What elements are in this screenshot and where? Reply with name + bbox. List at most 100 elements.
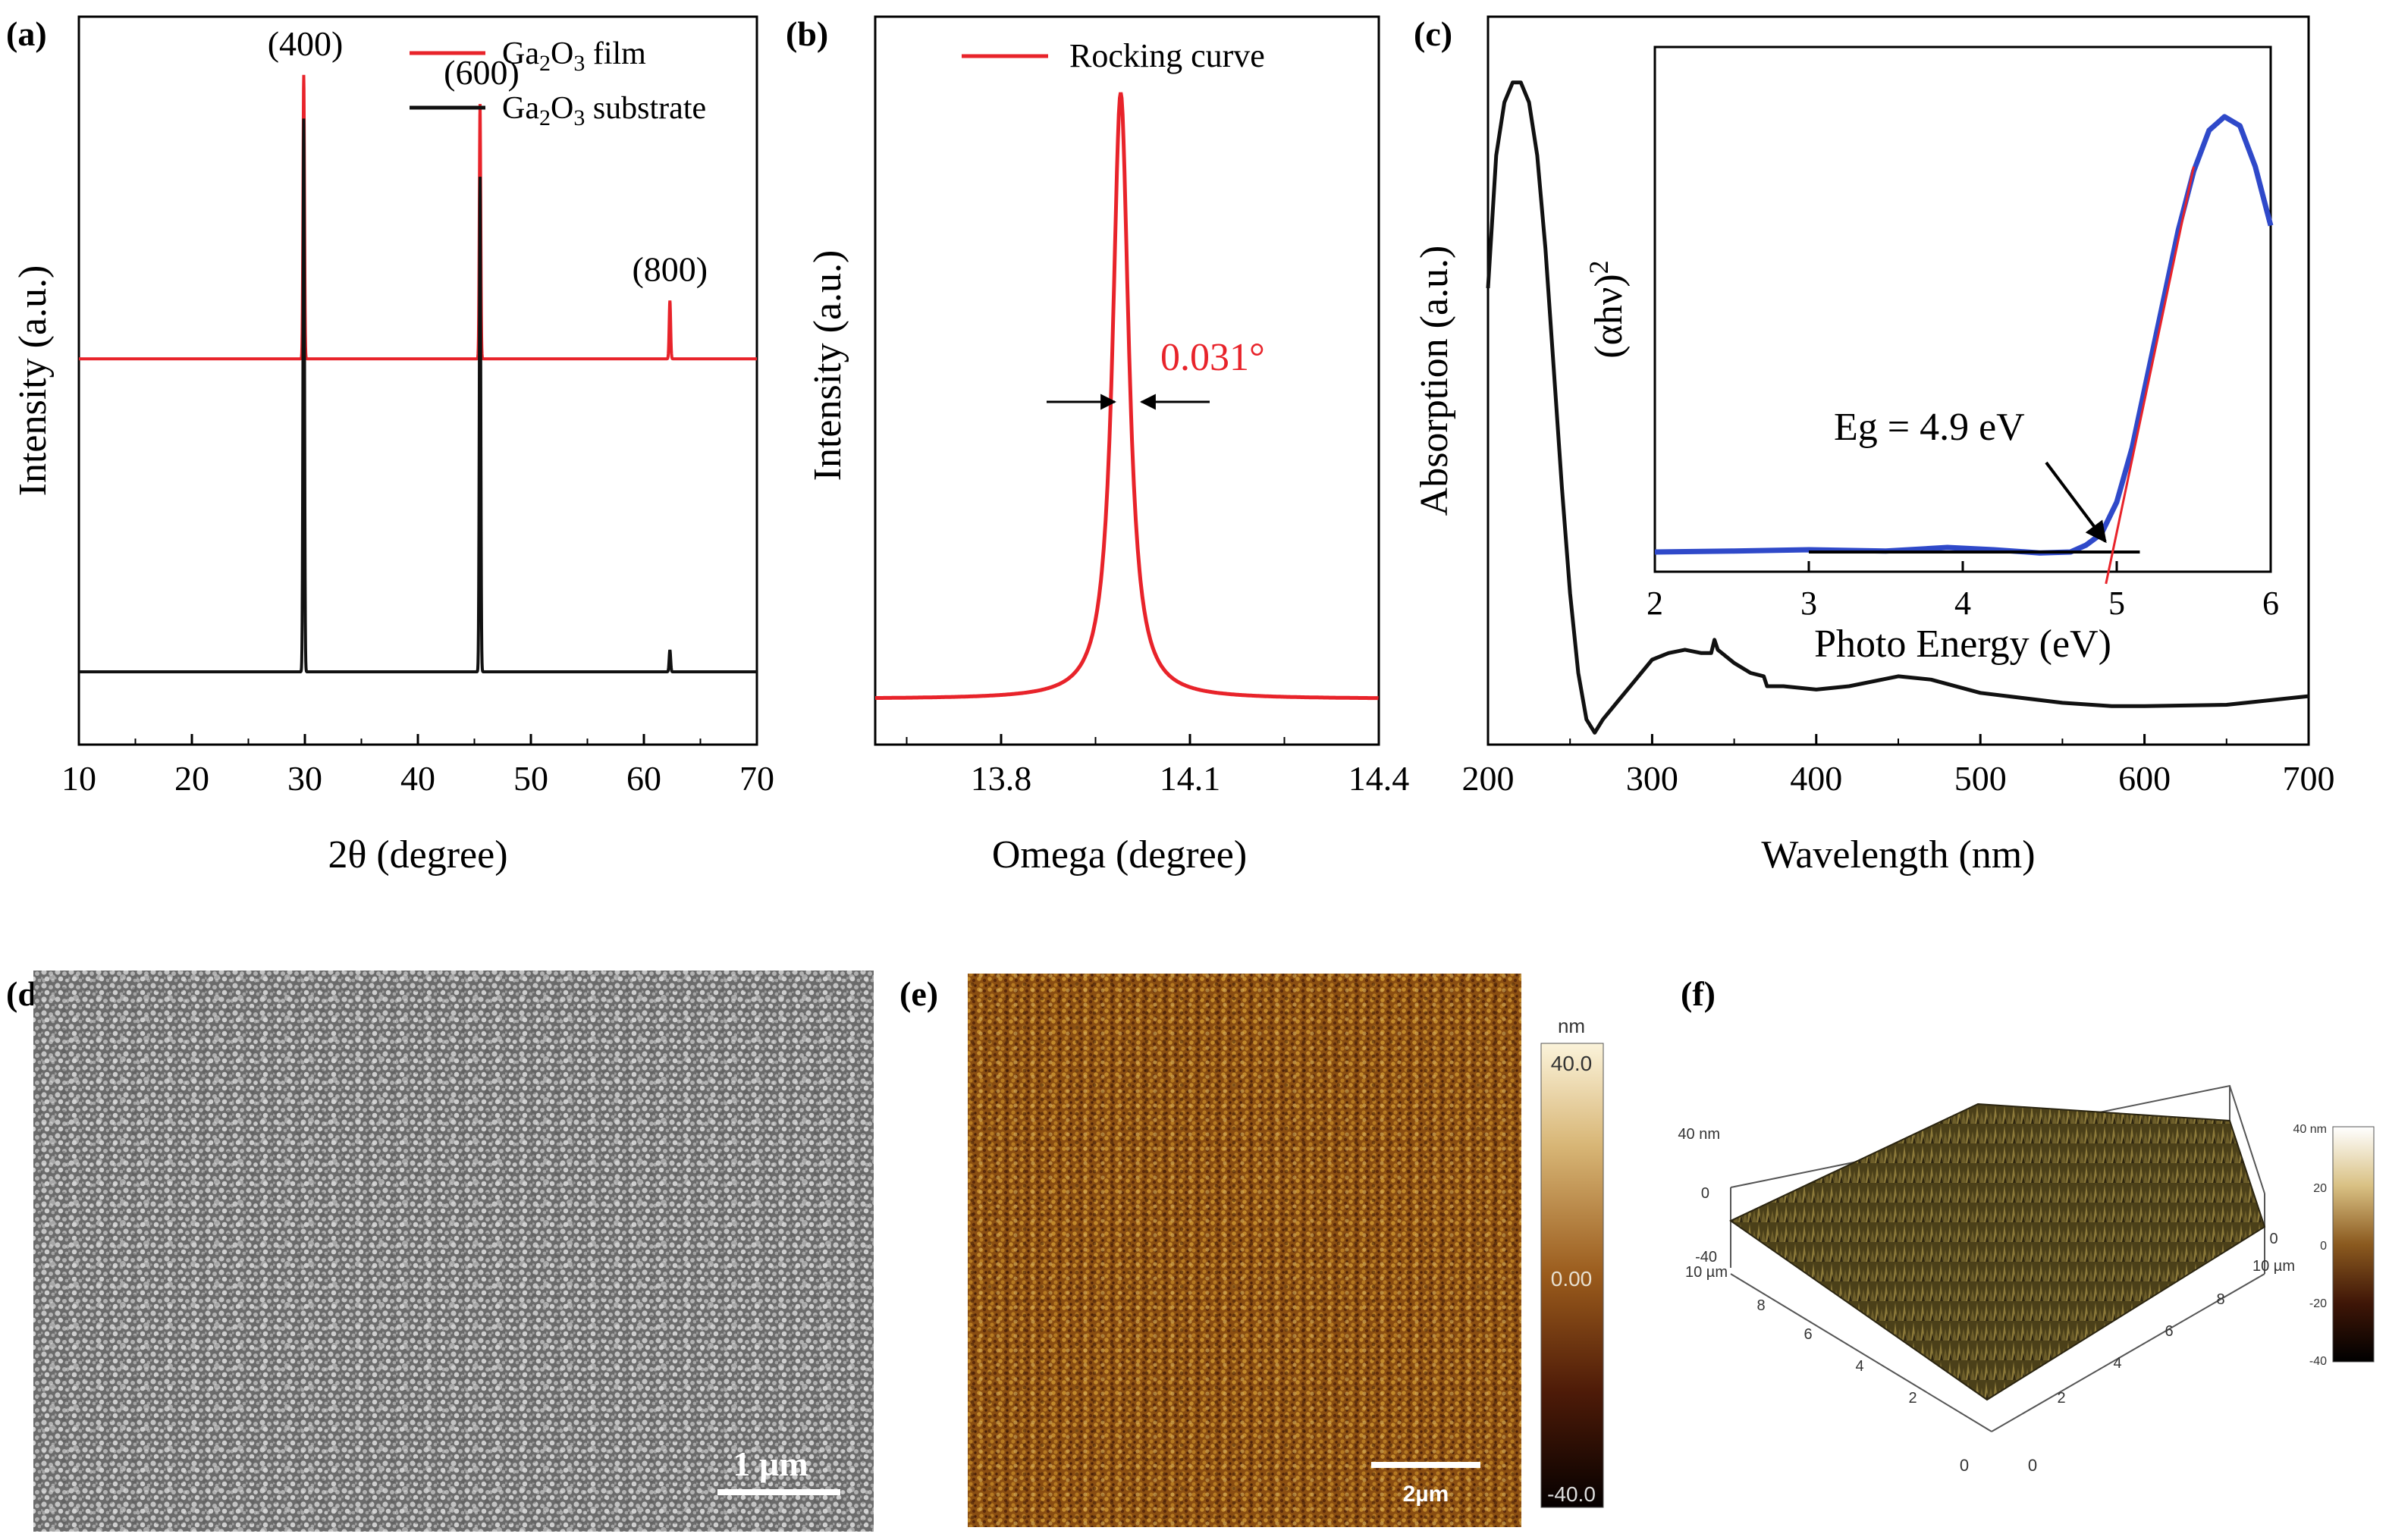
inset-x-ticks: 2 3 4 5 6 [1647,561,2279,622]
colorbar-unit-e: nm [1558,1015,1585,1037]
c-x-tick-label-2: 400 [1790,759,1842,798]
b-x-tick-label-2: 14.4 [1348,759,1410,798]
afm-image-texture [968,974,1521,1527]
inset-x-tick-label-0: 2 [1647,585,1663,622]
right-axis-tick-5: 10 µm [2252,1258,2295,1275]
series-lines-a [79,74,757,673]
x-ticks-a: 10 20 30 40 50 60 70 [61,734,774,798]
left-axis-tick-2: 6 [1804,1326,1812,1343]
legend-a: Ga2O3 film Ga2O3 substrate [410,36,706,130]
bandgap-annotation: Eg = 4.9 eV [1834,406,2025,449]
inset-x-tick-label-4: 6 [2262,585,2279,622]
colorbar-f-tick-4: -40 [2309,1355,2327,1368]
panel-b: (b) 13.8 14.1 14.4 0.031° Rocking curve Om… [786,14,1409,877]
y-axis-label-b: Intensity (a.u.) [806,250,849,481]
inset-x-tick-label-1: 3 [1800,585,1817,622]
left-axis-tick-0: 10 µm [1685,1264,1728,1281]
series-line-a-0 [79,74,757,361]
b-x-tick-label-0: 13.8 [971,759,1032,798]
legend-label-rocking: Rocking curve [1069,37,1265,74]
colorbar-f-tick-2: 0 [2320,1240,2327,1253]
y-axis-label-c: Absorption (a.u.) [1413,246,1456,516]
right-axis-tick-1: 2 [2057,1390,2065,1407]
plot-frame-a [77,15,758,746]
panel-label-e: (e) [899,974,938,1013]
panel-label-c: (c) [1414,14,1452,53]
inset-y-axis-label: (αhν)2 [1584,260,1631,358]
legend-b: Rocking curve [962,37,1265,74]
y-axis-label-a: Intensity (a.u.) [11,265,55,497]
a-x-tick-label-4: 50 [513,759,548,798]
x-ticks-c: 200 300 400 500 600 700 [1462,734,2335,798]
panel-e: (e) 2µm nm 40.0 0.00 -40.0 [899,974,1604,1527]
c-x-tick-label-0: 200 [1462,759,1515,798]
bandgap-arrow [2045,461,2107,544]
sem-image-texture [33,971,874,1532]
inset-series [1654,114,2274,585]
x-axis-label-b: Omega (degree) [992,833,1247,877]
scale-bar-label-e: 2µm [1403,1482,1449,1507]
x-axis-label-a: 2θ (degree) [328,833,507,877]
3d-axes [1730,1273,2265,1432]
inset-x-tick-label-2: 4 [1954,585,1971,622]
legend-label-film: Ga2O3 film [502,36,646,76]
x-axis-label-c: Wavelength (nm) [1761,833,2035,877]
colorbar-tick-e-mid: 0.00 [1551,1267,1593,1291]
peak-label-1: (600) [444,53,520,92]
x-ticks-b: 13.8 14.1 14.4 [906,734,1410,798]
colorbar-f-tick-3: -20 [2309,1297,2327,1310]
z-tick-top: 40 nm [1678,1126,1720,1143]
inset-series-line [1654,114,2274,556]
plot-frame-b [874,15,1380,746]
colorbar-e [1540,1043,1604,1508]
peak-label-0: (400) [268,24,344,63]
inset-x-axis-label: Photo Energy (eV) [1814,623,2111,666]
series-lines-c [1486,80,2309,735]
right-axis-tick-2: 4 [2113,1355,2121,1372]
peak-label-2: (800) [632,249,708,288]
colorbar-tick-e-top: 40.0 [1551,1052,1593,1075]
left-axis-tick-1: 8 [1756,1297,1765,1314]
panel-label-a: (a) [6,14,47,53]
a-x-tick-label-3: 40 [400,759,435,798]
a-x-tick-label-6: 70 [739,759,774,798]
peak-annotations-a: (400) (600) (800) [268,24,708,289]
scale-bar-label-d: 1 µm [733,1444,808,1483]
right-axis-tick-3: 6 [2165,1323,2173,1340]
panel-label-b: (b) [786,14,828,53]
right-axis-tick-0: 0 [2028,1456,2037,1475]
colorbar-tick-e-bottom: -40.0 [1547,1482,1596,1506]
legend-label-substrate: Ga2O3 substrate [502,91,706,130]
c-x-tick-label-3: 500 [1954,759,2007,798]
inset-frame [1653,45,2272,573]
left-axis-tick-5: 0 [1960,1456,1969,1475]
panel-f: (f) 40 nm 0 -40 10 µm 8 6 4 2 0 0 2 4 6 … [1678,974,2375,1475]
panel-d: (d) 1 µm [6,971,874,1532]
surface-3d [1729,1102,2266,1401]
series-line-rocking [875,92,1379,701]
c-x-tick-label-5: 700 [2283,759,2335,798]
panel-label-f: (f) [1681,974,1716,1013]
colorbar-f-tick-0: 40 nm [2293,1123,2327,1136]
inset-c: 2 3 4 5 6 Photo Energy (eV) (αhν)2 Eg = 4.9 … [1584,45,2279,666]
inset-x-tick-label-3: 5 [2108,585,2125,622]
b-x-tick-label-1: 14.1 [1160,759,1221,798]
inset-tangent-fit [2105,166,2195,585]
fwhm-label: 0.031° [1160,336,1265,379]
left-axis-tick-3: 4 [1855,1358,1863,1375]
panel-a: (a) 10 20 30 40 50 60 70 (400) (600) (800) 2θ (d… [6,14,774,877]
panel-c: (c) 200 300 400 500 600 700 Wavelength (nm) A… [1413,14,2335,877]
a-x-tick-label-1: 20 [174,759,209,798]
back-right-tick: 0 [2269,1231,2278,1247]
a-x-tick-label-0: 10 [61,759,96,798]
colorbar-f-tick-1: 20 [2313,1182,2327,1195]
a-x-tick-label-2: 30 [287,759,322,798]
c-x-tick-label-4: 600 [2118,759,2171,798]
a-x-tick-label-5: 60 [626,759,661,798]
z-tick-bottom: -40 [1695,1249,1717,1266]
series-line-absorption [1486,80,2309,735]
series-line-a-1 [79,118,757,673]
fwhm-annotation: 0.031° [1047,336,1265,410]
z-tick-mid: 0 [1701,1185,1709,1202]
